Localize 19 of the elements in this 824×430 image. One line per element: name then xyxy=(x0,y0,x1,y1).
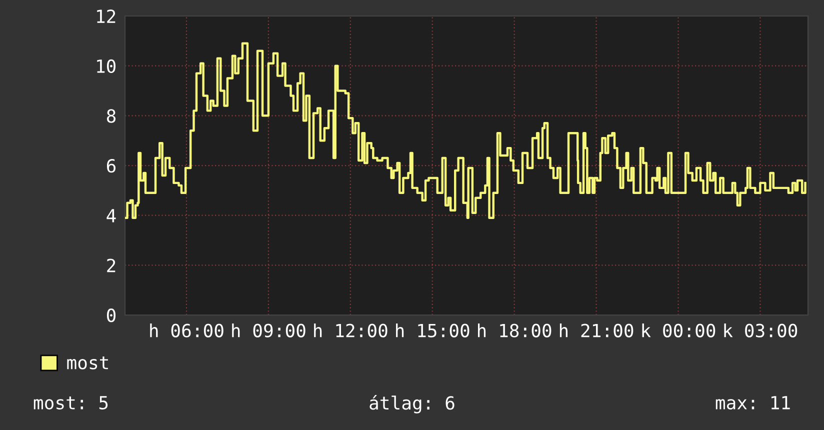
y-tick-label: 8 xyxy=(106,109,116,123)
y-tick-label: 10 xyxy=(97,59,116,73)
y-tick-label: 0 xyxy=(106,308,116,322)
x-tick-label: k 03:00 xyxy=(724,323,798,338)
x-tick-label: k 00:00 xyxy=(642,323,716,338)
y-tick-label: 12 xyxy=(97,10,116,23)
legend-label: most xyxy=(67,356,108,370)
y-tick-label: 4 xyxy=(106,209,116,222)
y-tick-label: 6 xyxy=(106,159,116,173)
y-tick-label: 2 xyxy=(107,258,116,272)
x-tick-label: h 12:00 xyxy=(314,323,388,338)
text: max: 11 xyxy=(716,396,790,410)
x-tick-label: h 06:00 xyxy=(150,323,224,338)
x-tick-label: h 21:00 xyxy=(560,323,634,338)
x-tick-label: h 18:00 xyxy=(478,323,552,338)
x-tick-label: h 15:00 xyxy=(396,323,470,338)
text: átlag: 6 xyxy=(370,395,454,414)
text: most: 5 xyxy=(34,396,108,410)
x-tick-label: h 09:00 xyxy=(232,323,306,338)
